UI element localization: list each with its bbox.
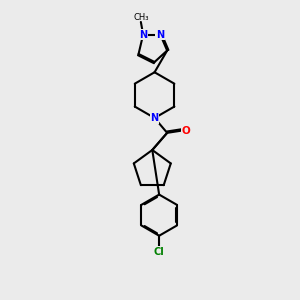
- Text: O: O: [182, 126, 190, 136]
- Text: N: N: [151, 113, 159, 123]
- Text: N: N: [139, 29, 147, 40]
- Text: Cl: Cl: [154, 247, 164, 257]
- Text: CH₃: CH₃: [133, 14, 148, 22]
- Text: N: N: [156, 29, 164, 40]
